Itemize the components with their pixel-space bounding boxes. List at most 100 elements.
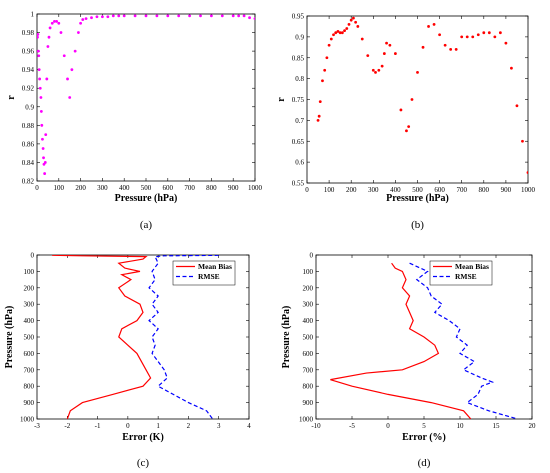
x-tick-label: -2 bbox=[64, 422, 70, 430]
y-tick-label: 0.7 bbox=[295, 117, 304, 125]
data-point bbox=[70, 68, 74, 72]
x-tick-label: -3 bbox=[34, 422, 40, 430]
data-point bbox=[62, 54, 66, 58]
y-tick-label: 0.65 bbox=[292, 138, 305, 146]
data-point bbox=[334, 31, 338, 35]
panel-caption: (a) bbox=[140, 219, 153, 231]
data-point bbox=[438, 33, 441, 37]
y-tick-label: 800 bbox=[303, 383, 314, 391]
plot-area bbox=[37, 14, 255, 175]
legend-entry: Mean Bias bbox=[198, 262, 232, 271]
y-tick-label: 0.86 bbox=[22, 140, 35, 148]
data-point bbox=[44, 133, 48, 137]
y-tick-label: 0.84 bbox=[22, 159, 35, 167]
data-point bbox=[399, 108, 403, 112]
data-point bbox=[59, 31, 63, 34]
plot-frame bbox=[306, 15, 529, 184]
data-point bbox=[55, 20, 59, 23]
x-tick-label: 900 bbox=[501, 186, 512, 194]
y-tick-label: 0.55 bbox=[292, 180, 305, 188]
legend-entry: Mean Bias bbox=[455, 262, 489, 271]
x-tick-label: 300 bbox=[97, 184, 108, 192]
series-line-mean-bias bbox=[330, 262, 472, 419]
data-point bbox=[37, 33, 40, 36]
x-tick-label: 5 bbox=[422, 422, 426, 430]
x-tick-label: 200 bbox=[75, 184, 86, 192]
panel-a: 0 100 200 300 400 500 600 700 800 900 1000 0.82 0.84… bbox=[6, 11, 263, 232]
data-point bbox=[199, 14, 202, 18]
plot-area bbox=[330, 262, 518, 419]
data-point bbox=[394, 52, 397, 55]
y-tick-label: 0.82 bbox=[22, 178, 35, 186]
x-tick-label: 3 bbox=[217, 422, 221, 430]
x-tick-label: 0 bbox=[35, 184, 39, 192]
data-point bbox=[81, 18, 85, 21]
data-point bbox=[493, 35, 497, 39]
data-point bbox=[371, 68, 375, 72]
series-line-rmse bbox=[148, 255, 219, 419]
data-point bbox=[356, 25, 360, 28]
y-tick-label: 600 bbox=[24, 350, 35, 358]
data-point bbox=[47, 35, 51, 39]
data-point bbox=[253, 17, 255, 21]
data-point bbox=[37, 49, 40, 53]
data-point bbox=[66, 77, 69, 81]
x-tick-label: 800 bbox=[479, 186, 490, 194]
data-point bbox=[366, 54, 370, 58]
data-point bbox=[248, 16, 251, 20]
data-point bbox=[48, 26, 52, 30]
y-tick-label: 1000 bbox=[20, 416, 35, 424]
data-point bbox=[504, 41, 508, 45]
data-point bbox=[50, 21, 54, 25]
x-tick-label: 100 bbox=[54, 184, 65, 192]
x-tick-label: 1 bbox=[156, 422, 160, 430]
x-axis-label: Error (K) bbox=[122, 432, 164, 443]
data-point bbox=[166, 14, 170, 18]
data-point bbox=[471, 35, 475, 39]
y-tick-label: 900 bbox=[303, 399, 314, 407]
data-point bbox=[37, 68, 41, 72]
data-point bbox=[316, 118, 320, 122]
y-tick-label: 0.88 bbox=[22, 122, 35, 130]
data-point bbox=[155, 14, 159, 18]
data-point bbox=[325, 56, 329, 60]
data-point bbox=[101, 15, 104, 19]
x-tick-label: 500 bbox=[412, 186, 423, 194]
data-point bbox=[68, 96, 72, 99]
x-tick-label: -5 bbox=[349, 422, 355, 430]
x-tick-label: 700 bbox=[184, 184, 195, 192]
data-point bbox=[416, 70, 419, 74]
data-point bbox=[37, 54, 41, 58]
x-tick-label: 0 bbox=[126, 422, 130, 430]
x-tick-label: 1000 bbox=[521, 186, 536, 194]
x-tick-label: 400 bbox=[119, 184, 130, 192]
y-tick-label: 0.6 bbox=[295, 159, 304, 167]
data-point bbox=[427, 25, 430, 28]
data-point bbox=[443, 43, 447, 47]
data-point bbox=[476, 33, 480, 37]
x-tick-label: 600 bbox=[163, 184, 174, 192]
data-point bbox=[57, 21, 61, 25]
panel-b: 0 100 200 300 400 500 600 700 800 900 1000 0.55 0.6 0… bbox=[276, 13, 536, 232]
y-tick-label: 0.98 bbox=[22, 29, 35, 37]
y-tick-label: 400 bbox=[24, 317, 35, 325]
y-tick-label: 200 bbox=[303, 284, 314, 292]
y-tick-label: 700 bbox=[24, 366, 35, 374]
y-tick-label: 0.96 bbox=[22, 48, 35, 56]
y-tick-label: 700 bbox=[303, 366, 314, 374]
x-tick-label: 900 bbox=[228, 184, 239, 192]
x-tick-label: 15 bbox=[493, 422, 501, 430]
data-point bbox=[432, 22, 436, 26]
data-point bbox=[377, 68, 381, 72]
data-point bbox=[242, 14, 246, 18]
data-point bbox=[40, 123, 44, 127]
data-point bbox=[79, 21, 82, 25]
x-tick-label: 20 bbox=[529, 422, 537, 430]
data-point bbox=[347, 22, 351, 26]
y-tick-label: 1000 bbox=[299, 416, 314, 424]
series-line-mean-bias bbox=[52, 255, 152, 419]
y-tick-label: 500 bbox=[303, 334, 314, 342]
data-point bbox=[84, 17, 88, 21]
